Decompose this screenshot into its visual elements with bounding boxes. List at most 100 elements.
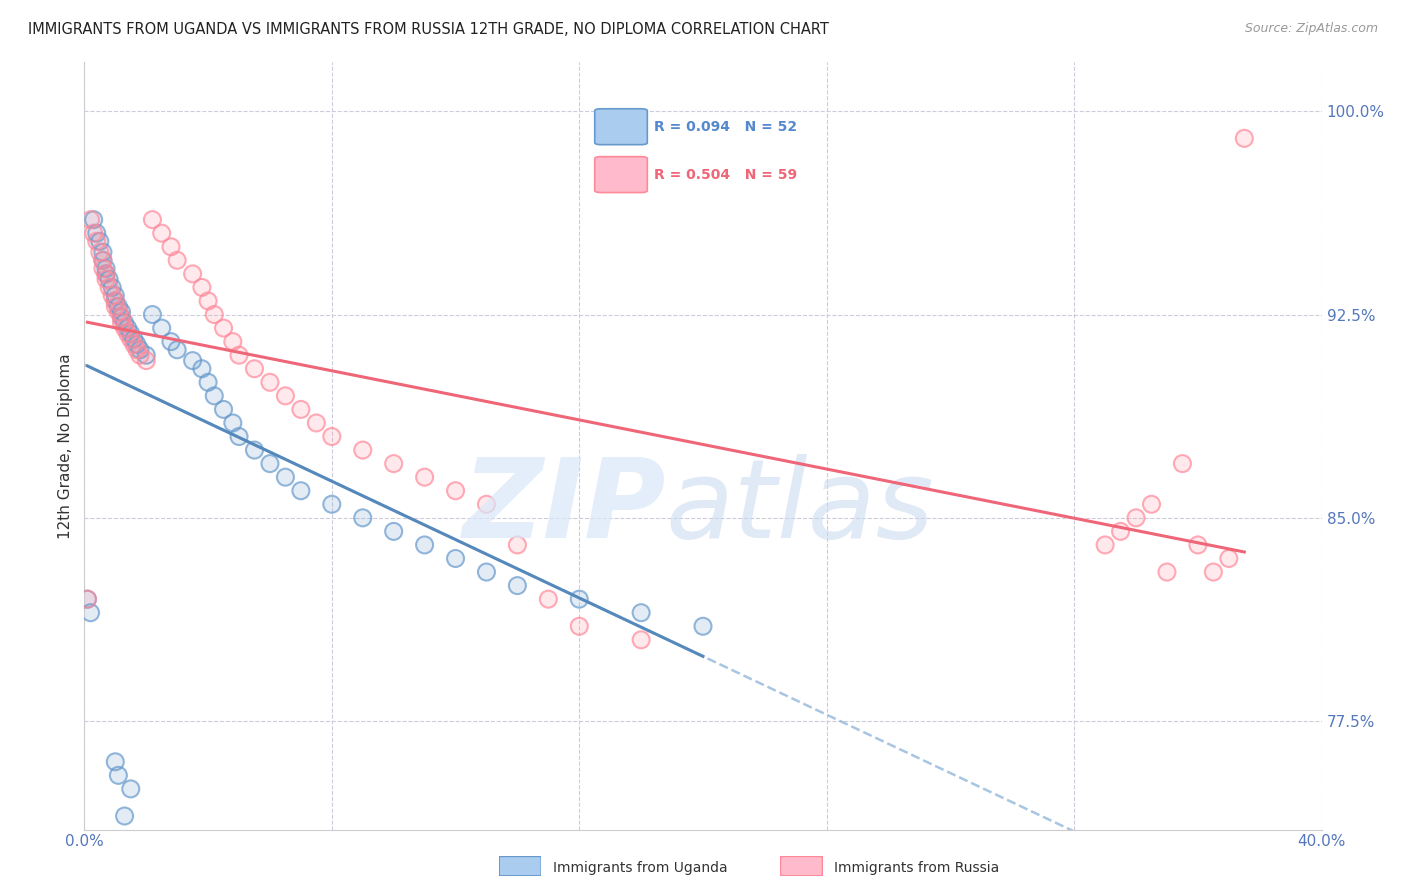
Point	[104, 288, 127, 302]
Point	[228, 429, 250, 443]
Point	[290, 483, 312, 498]
Point	[1125, 511, 1147, 525]
Point	[1218, 551, 1240, 566]
Point	[1202, 565, 1225, 579]
Point	[107, 305, 129, 319]
Point	[202, 308, 225, 322]
Point	[79, 606, 101, 620]
Point	[129, 348, 152, 362]
Point	[110, 310, 132, 325]
Point	[135, 348, 157, 362]
Point	[202, 389, 225, 403]
Point	[150, 226, 173, 240]
Point	[243, 361, 266, 376]
Point	[352, 443, 374, 458]
Point	[1109, 524, 1132, 539]
Point	[89, 235, 111, 249]
Point	[89, 235, 111, 249]
Point	[692, 619, 714, 633]
Point	[76, 592, 98, 607]
Point	[107, 768, 129, 782]
Point	[166, 343, 188, 357]
Text: atlas: atlas	[666, 454, 935, 561]
Point	[110, 310, 132, 325]
Point	[94, 267, 117, 281]
Point	[475, 565, 498, 579]
Point	[202, 308, 225, 322]
Point	[1233, 131, 1256, 145]
Point	[444, 483, 467, 498]
Point	[506, 579, 529, 593]
Point	[101, 288, 124, 302]
Point	[191, 280, 214, 294]
Point	[120, 781, 142, 796]
Text: Source: ZipAtlas.com: Source: ZipAtlas.com	[1244, 22, 1378, 36]
Point	[101, 280, 124, 294]
Point	[630, 632, 652, 647]
Point	[117, 326, 139, 341]
Point	[228, 348, 250, 362]
Point	[135, 353, 157, 368]
Point	[122, 337, 145, 351]
Point	[568, 619, 591, 633]
Point	[1156, 565, 1178, 579]
Point	[110, 305, 132, 319]
Point	[76, 592, 98, 607]
Point	[413, 538, 436, 552]
Point	[114, 316, 136, 330]
Point	[107, 768, 129, 782]
Point	[259, 376, 281, 390]
Point	[222, 416, 245, 430]
Point	[120, 781, 142, 796]
Point	[83, 226, 105, 240]
Point	[382, 524, 405, 539]
Point	[104, 293, 127, 308]
Point	[117, 326, 139, 341]
Point	[212, 402, 235, 417]
Point	[122, 332, 145, 346]
Point	[122, 332, 145, 346]
Point	[114, 809, 136, 823]
Point	[104, 293, 127, 308]
Point	[86, 226, 108, 240]
Point	[290, 483, 312, 498]
Point	[274, 470, 297, 484]
Point	[630, 632, 652, 647]
Point	[290, 402, 312, 417]
Point	[352, 511, 374, 525]
Point	[197, 293, 219, 308]
Point	[382, 524, 405, 539]
Point	[160, 334, 183, 349]
Point	[98, 280, 121, 294]
Point	[104, 293, 127, 308]
Text: Immigrants from Uganda: Immigrants from Uganda	[553, 861, 727, 875]
FancyBboxPatch shape	[499, 856, 541, 876]
Point	[120, 326, 142, 341]
Point	[79, 212, 101, 227]
Point	[86, 226, 108, 240]
Point	[114, 809, 136, 823]
Point	[1125, 511, 1147, 525]
Point	[305, 416, 328, 430]
Point	[107, 299, 129, 313]
Point	[321, 429, 343, 443]
Point	[243, 361, 266, 376]
Point	[191, 361, 214, 376]
Point	[104, 293, 127, 308]
Point	[160, 240, 183, 254]
Point	[86, 235, 108, 249]
Point	[98, 280, 121, 294]
Point	[107, 305, 129, 319]
Point	[222, 416, 245, 430]
Point	[150, 226, 173, 240]
Point	[110, 310, 132, 325]
Point	[110, 316, 132, 330]
Point	[91, 245, 114, 260]
Point	[104, 299, 127, 313]
Point	[76, 592, 98, 607]
Y-axis label: 12th Grade, No Diploma: 12th Grade, No Diploma	[58, 353, 73, 539]
Point	[135, 353, 157, 368]
Point	[166, 343, 188, 357]
Point	[83, 212, 105, 227]
Point	[506, 579, 529, 593]
